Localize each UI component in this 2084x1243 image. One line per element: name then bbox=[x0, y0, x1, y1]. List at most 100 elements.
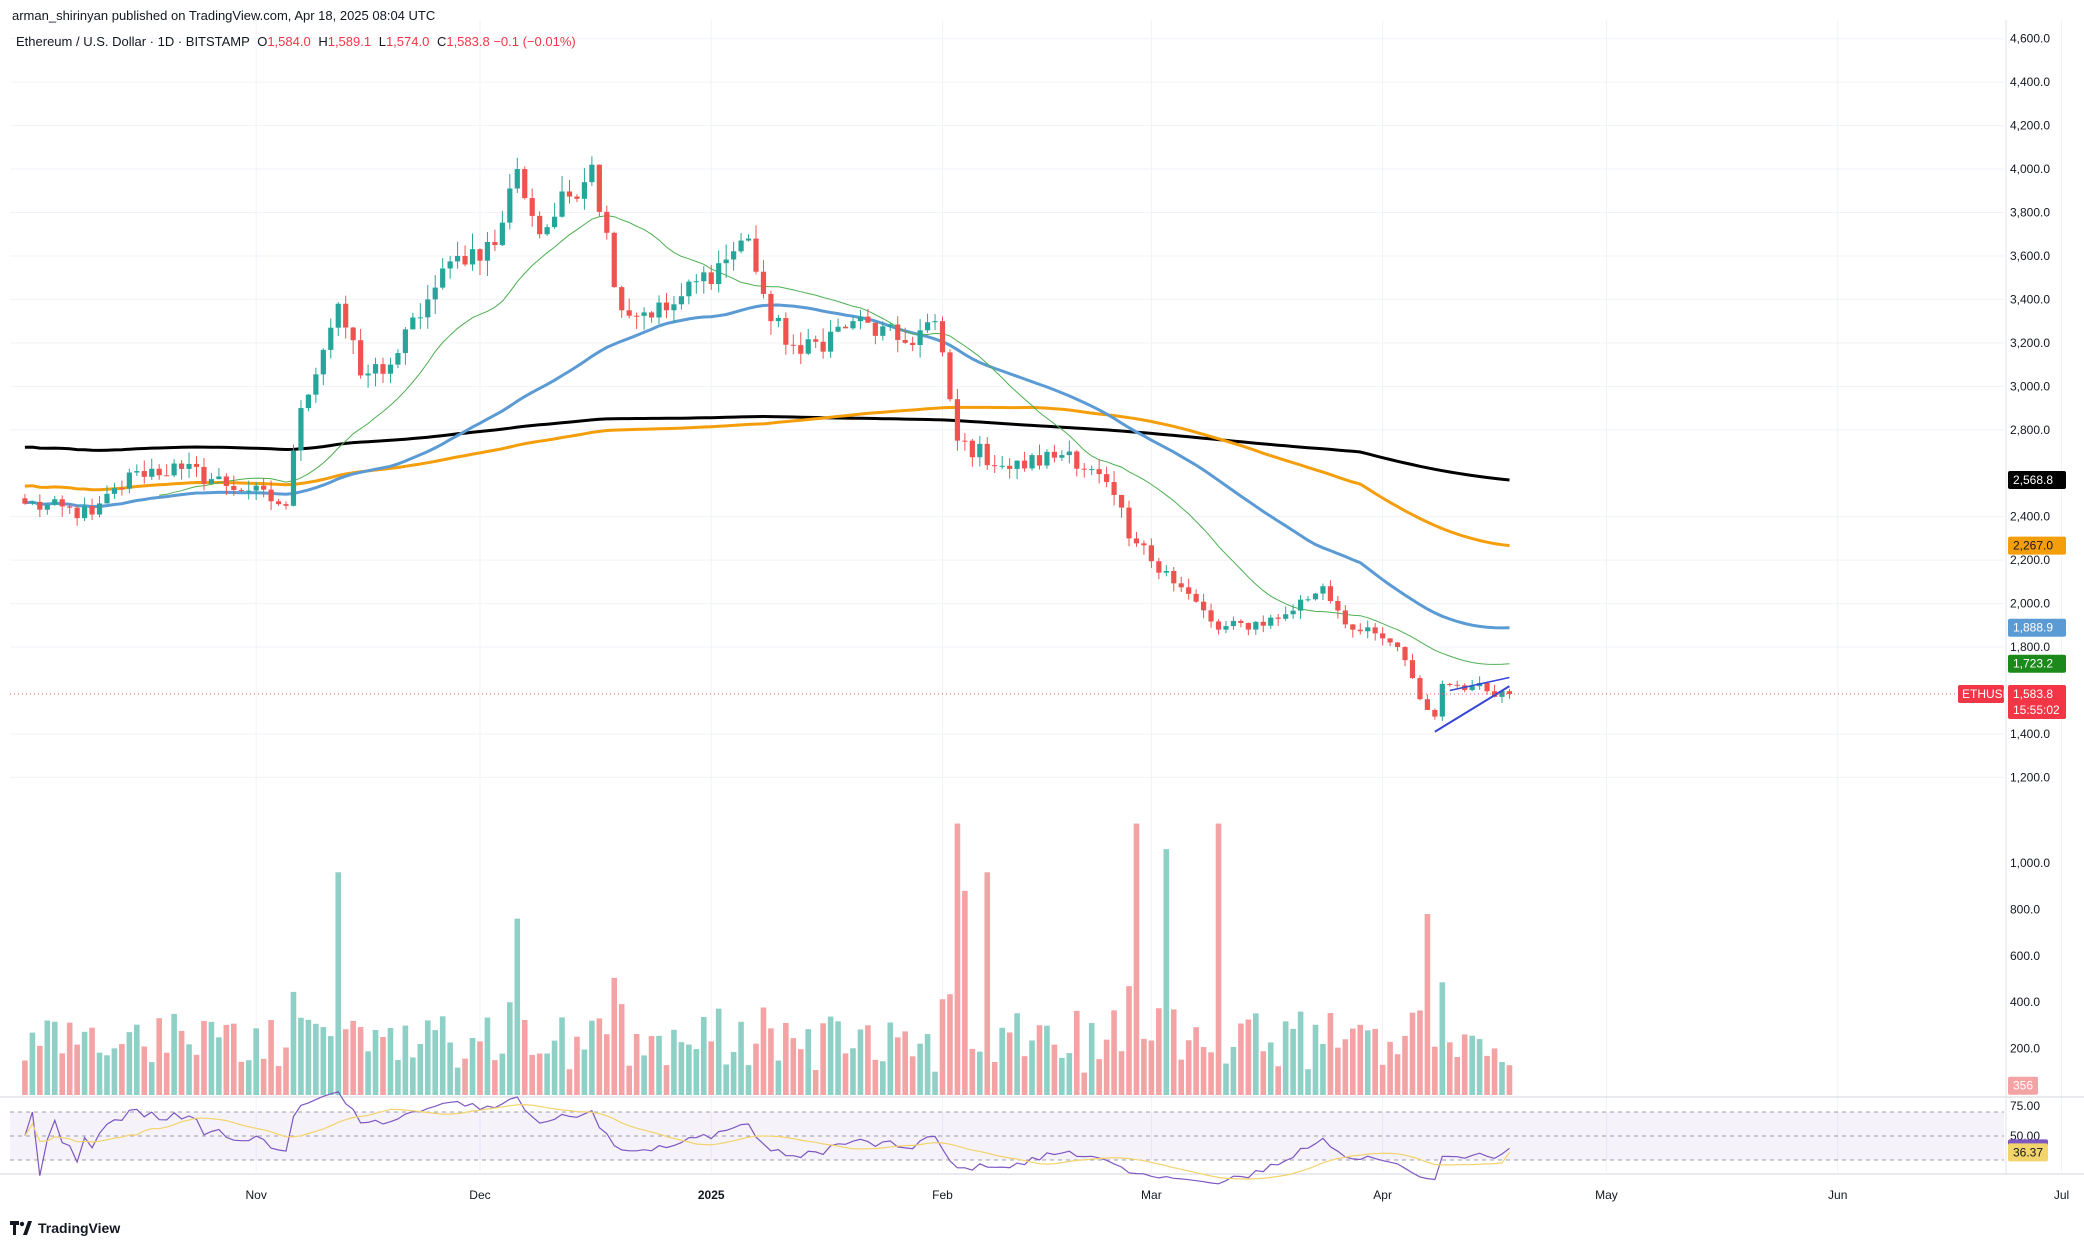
last-symbol-label: ETHUSD bbox=[1962, 687, 2012, 701]
volume-bars bbox=[22, 823, 1513, 1095]
volume-bar bbox=[417, 1043, 424, 1095]
volume-bar bbox=[1133, 823, 1140, 1095]
brand-name: TradingView bbox=[38, 1220, 121, 1236]
volume-bar bbox=[499, 1053, 506, 1095]
volume-bar bbox=[395, 1059, 401, 1095]
candle-body bbox=[208, 479, 215, 484]
volume-bar bbox=[1021, 1056, 1028, 1095]
candle-body bbox=[551, 216, 558, 228]
volume-bar bbox=[991, 1061, 998, 1095]
volume-bar bbox=[439, 1016, 446, 1095]
time-axis[interactable]: Nov Dec 2025 Feb Mar Apr May Jun Jul bbox=[246, 1188, 2070, 1202]
time-tick-8: Jul bbox=[2054, 1188, 2069, 1202]
candle-body bbox=[178, 463, 185, 469]
chart-grid bbox=[10, 20, 2062, 1172]
candle-body bbox=[641, 312, 647, 316]
candle-body bbox=[1342, 610, 1348, 625]
volume-bar bbox=[1387, 1041, 1393, 1095]
candle-body bbox=[977, 443, 983, 458]
candle-body bbox=[522, 169, 528, 199]
candle-body bbox=[566, 191, 573, 197]
volume-tick-3: 400.0 bbox=[2010, 995, 2040, 1009]
last-price-label: 1,583.8 bbox=[2013, 687, 2053, 701]
volume-tick-4: 200.0 bbox=[2010, 1042, 2040, 1056]
volume-badge-label: 356 bbox=[2013, 1079, 2033, 1093]
candle-body bbox=[1163, 571, 1169, 573]
ma-line-sma50 bbox=[24, 303, 1510, 630]
volume-bar bbox=[320, 1027, 327, 1095]
candle-body bbox=[1380, 633, 1386, 639]
candle-body bbox=[1201, 601, 1207, 611]
candle-body bbox=[708, 272, 714, 285]
candle-body bbox=[544, 227, 550, 235]
trendline[interactable] bbox=[1434, 676, 1510, 733]
change-value: −0.1 (−0.01%) bbox=[493, 34, 576, 49]
candle-body bbox=[1454, 684, 1460, 686]
volume-bar bbox=[1059, 1057, 1065, 1095]
price-tick-0: 4,600.0 bbox=[2010, 32, 2050, 46]
volume-bar bbox=[1223, 1063, 1229, 1095]
candle-body bbox=[589, 164, 595, 183]
volume-tick-1: 800.0 bbox=[2010, 902, 2040, 916]
candle-body bbox=[969, 440, 975, 458]
volume-bar bbox=[268, 1020, 274, 1095]
candle-body bbox=[477, 249, 483, 261]
volume-bar bbox=[1156, 1008, 1162, 1095]
volume-bar bbox=[1320, 1044, 1326, 1095]
candle-body bbox=[29, 501, 35, 504]
volume-bar bbox=[969, 1048, 976, 1095]
volume-bar bbox=[1446, 1042, 1453, 1095]
candle-body bbox=[865, 316, 871, 323]
volume-bar bbox=[1163, 849, 1170, 1095]
price-axis[interactable]: 4,600.0 4,400.0 4,200.0 4,000.0 3,800.0 3,600… bbox=[2010, 32, 2050, 1143]
volume-bar bbox=[37, 1045, 43, 1095]
volume-bar bbox=[596, 1018, 603, 1095]
price-tick-13: 1,800.0 bbox=[2010, 640, 2050, 654]
candle-body bbox=[89, 506, 95, 515]
volume-bar bbox=[753, 1043, 759, 1095]
candle-body bbox=[1089, 469, 1095, 471]
candle-body bbox=[82, 506, 88, 519]
volume-bar bbox=[104, 1055, 110, 1095]
candle-body bbox=[1118, 494, 1125, 508]
volume-bar bbox=[171, 1013, 177, 1095]
candle-body bbox=[1447, 683, 1453, 685]
volume-bar bbox=[462, 1058, 468, 1095]
candle-body bbox=[723, 259, 729, 264]
volume-bar bbox=[1170, 1009, 1177, 1095]
candle-body bbox=[604, 211, 610, 233]
volume-bar bbox=[1439, 982, 1446, 1095]
volume-bar bbox=[410, 1057, 416, 1095]
candle-body bbox=[380, 364, 386, 374]
low-label: L bbox=[378, 34, 386, 49]
volume-bar bbox=[827, 1016, 834, 1095]
volume-bar bbox=[380, 1037, 386, 1095]
candle-body bbox=[1126, 507, 1132, 539]
volume-bar bbox=[1051, 1044, 1058, 1095]
candle-body bbox=[1484, 682, 1490, 692]
volume-bar bbox=[1409, 1012, 1416, 1095]
price-tick-3: 4,000.0 bbox=[2010, 162, 2050, 176]
volume-bar bbox=[626, 1065, 632, 1095]
candle-body bbox=[835, 326, 841, 332]
price-tick-15: 1,200.0 bbox=[2010, 770, 2050, 784]
candle-body bbox=[268, 489, 274, 502]
volume-bar bbox=[551, 1040, 558, 1095]
candle-body bbox=[1305, 599, 1311, 601]
volume-bar bbox=[1424, 914, 1431, 1095]
candle-body bbox=[298, 408, 304, 451]
candle-body bbox=[619, 287, 625, 311]
candle-body bbox=[1014, 460, 1020, 469]
volume-bar bbox=[148, 1062, 155, 1095]
candle-body bbox=[1044, 451, 1050, 466]
ma-badge-3-label: 1,723.2 bbox=[2013, 657, 2053, 671]
volume-bar bbox=[678, 1042, 685, 1095]
candle-body bbox=[1178, 583, 1184, 588]
candle-body bbox=[857, 316, 864, 322]
candle-body bbox=[156, 468, 162, 476]
last-symbol-bg bbox=[1958, 685, 2004, 704]
tradingview-brand[interactable]: TradingView bbox=[10, 1220, 120, 1236]
volume-bar bbox=[1088, 1023, 1095, 1095]
volume-bar bbox=[402, 1025, 409, 1095]
